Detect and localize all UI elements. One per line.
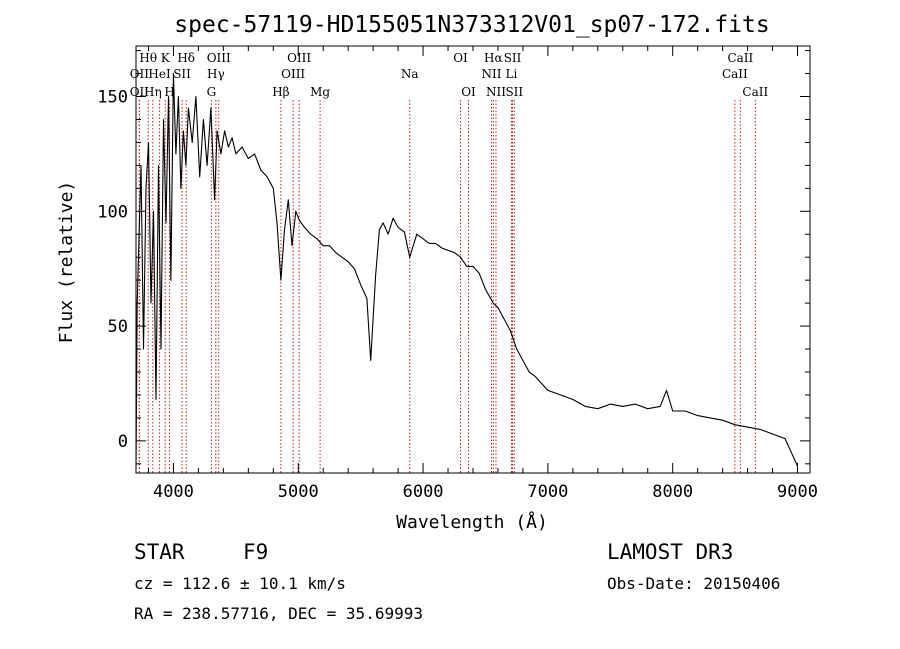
line-label-11: G bbox=[207, 85, 217, 99]
line-label-8: Hδ bbox=[177, 51, 195, 65]
line-label-7: H bbox=[164, 85, 174, 99]
spectrum-line bbox=[135, 72, 799, 469]
line-label-2: OII bbox=[130, 85, 150, 99]
x-axis-label: Wavelength (Å) bbox=[396, 511, 548, 533]
line-label-27: CaII bbox=[742, 85, 768, 99]
plot-frame bbox=[135, 45, 811, 474]
x-tick-label-4: 8000 bbox=[652, 482, 693, 502]
line-label-5: K bbox=[161, 51, 171, 65]
y-tick-label-1: 50 bbox=[108, 317, 128, 337]
line-label-1: OII bbox=[130, 67, 150, 81]
line-label-21: NII bbox=[481, 67, 501, 81]
line-label-26: CaII bbox=[722, 67, 748, 81]
line-label-0: Hθ bbox=[139, 51, 157, 65]
survey-name: LAMOST DR3 bbox=[607, 540, 734, 564]
line-label-15: Mg bbox=[310, 85, 330, 99]
line-label-14: OIII bbox=[281, 67, 305, 81]
line-label-6: SII bbox=[173, 67, 191, 81]
observation-date: Obs-Date: 20150406 bbox=[607, 574, 781, 593]
line-label-19: Hα bbox=[484, 51, 503, 65]
x-tick-label-0: 4000 bbox=[153, 482, 194, 502]
line-label-18: OI bbox=[461, 85, 476, 99]
object-class: STAR bbox=[134, 540, 185, 564]
x-tick-label-2: 6000 bbox=[403, 482, 444, 502]
x-tick-label-3: 7000 bbox=[527, 482, 568, 502]
line-label-17: OI bbox=[453, 51, 468, 65]
line-label-4: Hη bbox=[144, 85, 162, 99]
line-label-25: CaII bbox=[727, 51, 753, 65]
coordinates-readout: RA = 238.57716, DEC = 35.69993 bbox=[134, 604, 423, 623]
object-subclass: F9 bbox=[243, 540, 269, 564]
line-label-23: NII bbox=[486, 85, 506, 99]
y-axis-label: Flux (relative) bbox=[56, 181, 77, 344]
x-tick-label-1: 5000 bbox=[278, 482, 319, 502]
line-label-20: SII bbox=[504, 51, 522, 65]
y-tick-label-3: 150 bbox=[97, 88, 128, 108]
line-label-24: SII bbox=[505, 85, 523, 99]
line-label-3: HeI bbox=[148, 67, 171, 81]
line-label-12: Hβ bbox=[272, 85, 289, 99]
y-tick-label-0: 0 bbox=[118, 432, 128, 452]
chart-title: spec-57119-HD155051N373312V01_sp07-172.f… bbox=[174, 12, 769, 38]
y-tick-label-2: 100 bbox=[97, 202, 128, 222]
line-label-10: Hγ bbox=[207, 67, 225, 81]
line-label-13: OIII bbox=[287, 51, 311, 65]
plot-area: 4000 5000 6000 7000 8000 9000 0 50 100 150 Hθ OII OI… bbox=[97, 45, 818, 502]
line-label-16: Na bbox=[401, 67, 419, 81]
x-tick-label-5: 9000 bbox=[777, 482, 818, 502]
line-label-9: OIII bbox=[207, 51, 231, 65]
line-label-22: Li bbox=[506, 67, 518, 81]
redshift-readout: cz = 112.6 ± 10.1 km/s bbox=[134, 574, 346, 593]
